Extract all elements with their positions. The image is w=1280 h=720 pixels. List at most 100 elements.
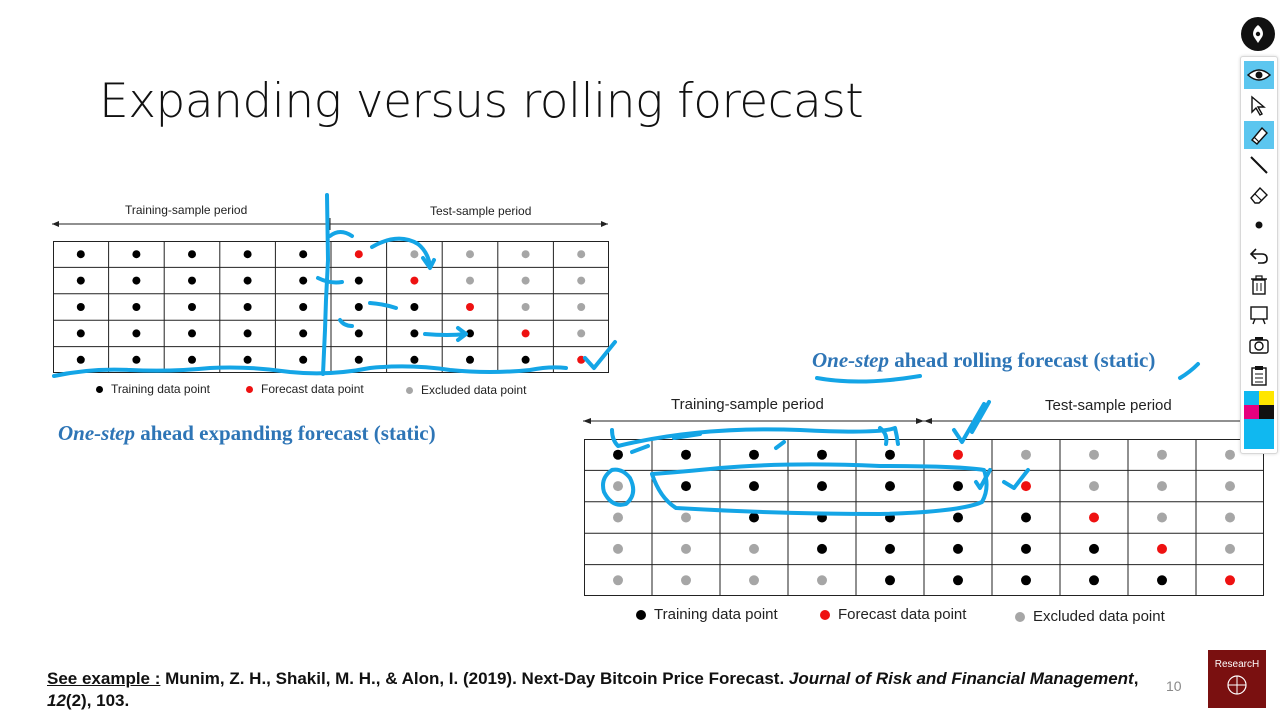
training-point bbox=[466, 355, 474, 364]
training-point bbox=[243, 250, 252, 259]
training-point bbox=[410, 355, 419, 364]
right-legend-forecast: Forecast data point bbox=[820, 606, 966, 623]
excluded-point bbox=[681, 512, 691, 523]
training-point bbox=[817, 543, 827, 554]
logo-text: ResearcH bbox=[1214, 659, 1260, 670]
trash-icon[interactable] bbox=[1244, 271, 1274, 299]
training-point bbox=[1089, 543, 1099, 554]
reference-separator: , bbox=[1133, 669, 1139, 688]
training-point bbox=[410, 303, 419, 311]
right-legend-excluded: Excluded data point bbox=[1015, 608, 1165, 625]
training-point bbox=[953, 575, 963, 586]
clipboard-icon[interactable] bbox=[1244, 361, 1274, 389]
training-point bbox=[885, 449, 895, 460]
dot-icon[interactable] bbox=[1244, 211, 1274, 239]
whiteboard-icon[interactable] bbox=[1244, 301, 1274, 329]
training-point bbox=[132, 355, 141, 364]
training-point bbox=[299, 276, 308, 285]
excluded-point bbox=[577, 250, 586, 259]
legend-label: Excluded data point bbox=[1033, 608, 1165, 625]
training-point bbox=[299, 303, 308, 311]
training-point bbox=[188, 329, 196, 338]
forecast-point bbox=[953, 449, 963, 460]
training-point bbox=[354, 329, 363, 338]
logo-emblem-icon bbox=[1227, 675, 1247, 695]
excluded-point bbox=[1157, 449, 1167, 460]
forecast-point bbox=[1157, 543, 1167, 554]
excluded-point bbox=[466, 250, 474, 259]
pen-line-icon[interactable] bbox=[1244, 151, 1274, 179]
caption-rest: ahead rolling forecast (static) bbox=[889, 348, 1156, 372]
reference-citation: See example : Munim, Z. H., Shakil, M. H… bbox=[47, 668, 1147, 712]
training-point bbox=[132, 250, 141, 259]
legend-dot-icon bbox=[636, 609, 646, 620]
training-point bbox=[76, 355, 85, 364]
training-point bbox=[521, 355, 530, 364]
eye-icon[interactable] bbox=[1244, 61, 1274, 89]
training-point bbox=[817, 512, 827, 523]
undo-icon[interactable] bbox=[1244, 241, 1274, 269]
reference-prefix[interactable]: See example : bbox=[47, 669, 161, 688]
legend-label: Forecast data point bbox=[261, 382, 364, 396]
excluded-point bbox=[1157, 481, 1167, 492]
excluded-point bbox=[613, 512, 623, 523]
right-test-period-label: Test-sample period bbox=[1045, 397, 1172, 414]
excluded-point bbox=[1089, 449, 1099, 460]
training-point bbox=[885, 512, 895, 523]
color-palette-icon[interactable] bbox=[1244, 391, 1274, 449]
right-legend-training: Training data point bbox=[636, 606, 778, 623]
training-point bbox=[354, 355, 363, 364]
training-point bbox=[132, 329, 141, 338]
training-point bbox=[953, 543, 963, 554]
legend-dot-icon bbox=[1015, 611, 1025, 622]
highlighter-icon[interactable] bbox=[1244, 121, 1274, 149]
left-legend-forecast: Forecast data point bbox=[246, 382, 364, 396]
excluded-point bbox=[613, 481, 623, 492]
eraser-icon[interactable] bbox=[1244, 181, 1274, 209]
forecast-point bbox=[1089, 512, 1099, 523]
right-grid bbox=[584, 439, 1264, 596]
right-period-arrows bbox=[583, 418, 1268, 424]
camera-icon[interactable] bbox=[1244, 331, 1274, 359]
training-point bbox=[1021, 512, 1031, 523]
forecast-point bbox=[1225, 575, 1235, 586]
training-point bbox=[613, 449, 623, 460]
training-point bbox=[76, 250, 85, 259]
training-point bbox=[410, 329, 419, 338]
slide-title: Expanding versus rolling forecast bbox=[99, 74, 864, 129]
left-caption: One-step ahead expanding forecast (stati… bbox=[58, 421, 436, 446]
excluded-point bbox=[521, 303, 530, 311]
training-point bbox=[817, 481, 827, 492]
excluded-point bbox=[521, 276, 530, 285]
right-training-period-label: Training-sample period bbox=[671, 396, 824, 413]
left-legend-training: Training data point bbox=[96, 382, 210, 396]
training-point bbox=[681, 481, 691, 492]
excluded-point bbox=[749, 575, 759, 586]
training-point bbox=[749, 512, 759, 523]
training-point bbox=[749, 481, 759, 492]
training-point bbox=[885, 575, 895, 586]
excluded-point bbox=[613, 575, 623, 586]
training-point bbox=[243, 355, 252, 364]
page-number: 10 bbox=[1166, 678, 1182, 694]
training-point bbox=[354, 303, 363, 311]
left-grid bbox=[53, 241, 609, 373]
legend-label: Excluded data point bbox=[421, 383, 527, 397]
forecast-point bbox=[354, 250, 363, 259]
training-point bbox=[681, 449, 691, 460]
excluded-point bbox=[577, 329, 586, 338]
right-caption: One-step ahead rolling forecast (static) bbox=[812, 348, 1155, 373]
research-hub-logo: ResearcH bbox=[1208, 650, 1266, 708]
pointer-icon[interactable] bbox=[1244, 91, 1274, 119]
reference-volume: 12 bbox=[47, 691, 66, 710]
training-point bbox=[243, 276, 252, 285]
excluded-point bbox=[1157, 512, 1167, 523]
training-point bbox=[817, 449, 827, 460]
pen-menu-button[interactable] bbox=[1241, 17, 1275, 51]
excluded-point bbox=[817, 575, 827, 586]
training-point bbox=[76, 276, 85, 285]
excluded-point bbox=[410, 250, 419, 259]
pen-nib-icon bbox=[1253, 25, 1263, 43]
training-point bbox=[243, 303, 252, 311]
excluded-point bbox=[577, 303, 586, 311]
